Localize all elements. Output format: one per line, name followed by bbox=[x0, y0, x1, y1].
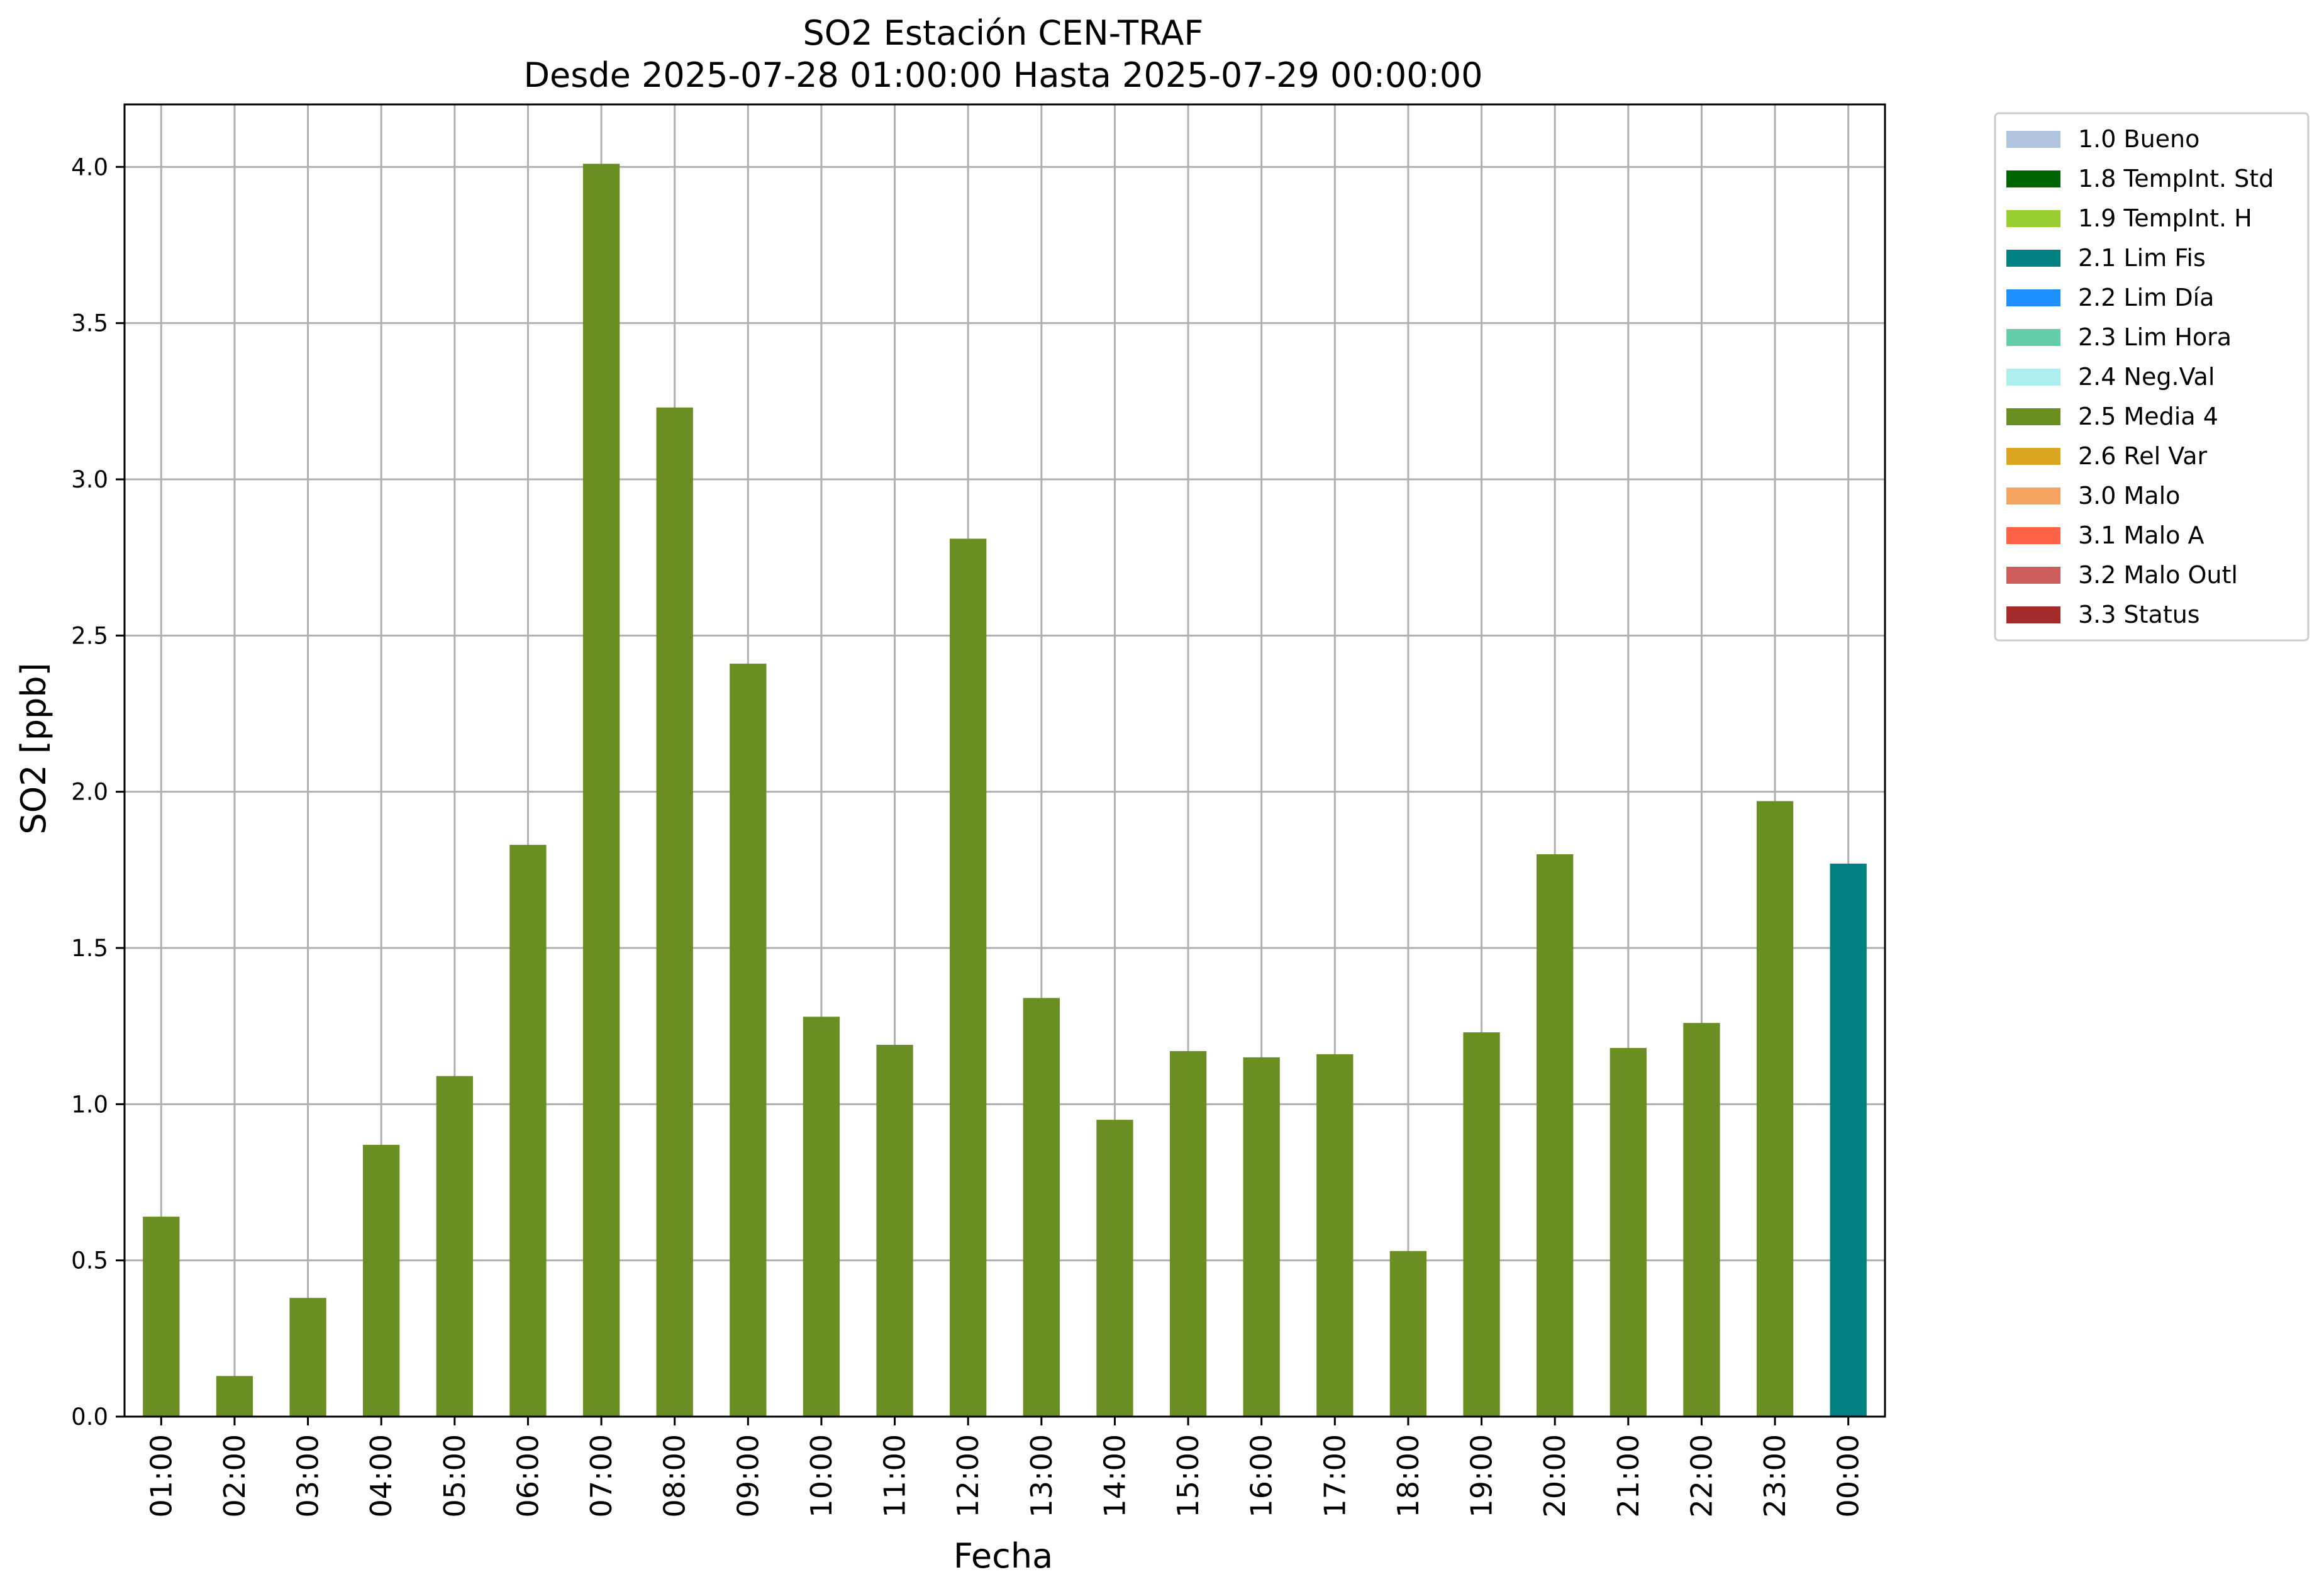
bar-1000 bbox=[803, 1017, 840, 1417]
bar-0100 bbox=[143, 1217, 180, 1417]
legend-entry-label: 3.2 Malo Outl bbox=[2078, 561, 2238, 589]
x-tick-label: 14:00 bbox=[1098, 1434, 1131, 1518]
bar-0600 bbox=[509, 845, 547, 1417]
legend-entry-label: 1.8 TempInt. Std bbox=[2078, 165, 2274, 192]
plot-frame bbox=[123, 103, 1886, 1418]
x-tick-label: 20:00 bbox=[1538, 1434, 1572, 1518]
legend-swatch bbox=[2006, 408, 2060, 425]
y-tick-label: 2.5 bbox=[71, 622, 108, 649]
legend-entry-label: 1.9 TempInt. H bbox=[2078, 204, 2252, 232]
x-tick-label: 03:00 bbox=[291, 1434, 325, 1518]
legend-entry-label: 1.0 Bueno bbox=[2078, 125, 2199, 153]
bar-2300 bbox=[1756, 801, 1794, 1417]
y-tick-label: 0.5 bbox=[71, 1247, 108, 1274]
x-tick-label: 00:00 bbox=[1832, 1434, 1865, 1518]
bars bbox=[143, 164, 1867, 1417]
y-tick-label: 2.0 bbox=[71, 779, 108, 806]
y-tick-label: 1.0 bbox=[71, 1091, 108, 1118]
legend-entry-label: 2.4 Neg.Val bbox=[2078, 363, 2215, 391]
chart-subtitle: Desde 2025-07-28 01:00:00 Hasta 2025-07-… bbox=[523, 55, 1482, 95]
chart-title: SO2 Estación CEN-TRAF bbox=[803, 13, 1203, 53]
y-tick-label: 3.5 bbox=[71, 310, 108, 337]
bar-1700 bbox=[1316, 1054, 1354, 1417]
legend-entry-label: 3.1 Malo A bbox=[2078, 521, 2204, 549]
bar-1800 bbox=[1389, 1251, 1427, 1417]
legend-swatch bbox=[2006, 448, 2060, 465]
y-tick-label: 0.0 bbox=[71, 1403, 108, 1430]
bar-0200 bbox=[216, 1376, 253, 1417]
bar-0000 bbox=[1830, 863, 1867, 1417]
legend-swatch bbox=[2006, 369, 2060, 386]
x-tick-label: 11:00 bbox=[878, 1434, 912, 1518]
x-tick-label: 07:00 bbox=[584, 1434, 618, 1518]
bar-0900 bbox=[730, 664, 767, 1417]
bar-1400 bbox=[1096, 1120, 1133, 1417]
legend-frame bbox=[1994, 112, 2310, 642]
bar-1100 bbox=[876, 1044, 913, 1417]
legend-entry-label: 2.5 Media 4 bbox=[2078, 403, 2218, 430]
y-tick-label: 3.0 bbox=[71, 466, 108, 493]
x-tick-label: 09:00 bbox=[731, 1434, 765, 1518]
legend-swatch bbox=[2006, 329, 2060, 346]
legend-entry-label: 2.3 Lim Hora bbox=[2078, 323, 2232, 351]
x-tick-label: 02:00 bbox=[218, 1434, 252, 1518]
legend-swatch bbox=[2006, 250, 2060, 267]
legend: 1.0 Bueno 1.8 TempInt. Std 1.9 TempInt. H 2… bbox=[1994, 112, 2310, 642]
bar-1500 bbox=[1169, 1051, 1207, 1417]
legend-entry-label: 2.1 Lim Fis bbox=[2078, 244, 2206, 272]
x-tick-label: 19:00 bbox=[1465, 1434, 1499, 1518]
x-tick-label: 04:00 bbox=[364, 1434, 398, 1518]
y-axis-label: SO2 [ppb] bbox=[14, 662, 53, 834]
bar-0500 bbox=[436, 1076, 473, 1417]
y-axis-ticks: 0.0 0.5 1.0 1.5 2.0 2.5 3.0 3.5 4.0 bbox=[71, 153, 125, 1430]
bar-1200 bbox=[950, 538, 987, 1417]
legend-swatch bbox=[2006, 289, 2060, 306]
legend-entry-label: 2.2 Lim Día bbox=[2078, 284, 2214, 311]
x-tick-label: 08:00 bbox=[658, 1434, 692, 1518]
x-tick-label: 12:00 bbox=[951, 1434, 985, 1518]
x-axis-label: Fecha bbox=[954, 1536, 1053, 1576]
x-tick-label: 22:00 bbox=[1684, 1434, 1718, 1518]
legend-entry-label: 3.3 Status bbox=[2078, 601, 2200, 628]
x-tick-label: 06:00 bbox=[511, 1434, 545, 1518]
bar-1600 bbox=[1243, 1057, 1280, 1417]
legend-swatch bbox=[2006, 131, 2060, 148]
bar-2200 bbox=[1683, 1023, 1720, 1417]
legend-entry-label: 2.6 Rel Var bbox=[2078, 442, 2208, 470]
bar-1900 bbox=[1463, 1032, 1500, 1417]
bar-2000 bbox=[1537, 854, 1574, 1417]
legend-swatch bbox=[2006, 210, 2060, 227]
x-tick-label: 05:00 bbox=[438, 1434, 472, 1518]
legend-entry-label: 3.0 Malo bbox=[2078, 482, 2180, 510]
bar-2100 bbox=[1610, 1047, 1647, 1417]
bar-1300 bbox=[1023, 998, 1060, 1417]
y-tick-label: 4.0 bbox=[71, 153, 108, 181]
x-tick-label: 01:00 bbox=[144, 1434, 178, 1518]
bar-0400 bbox=[363, 1144, 400, 1417]
x-tick-label: 16:00 bbox=[1245, 1434, 1279, 1518]
bar-0700 bbox=[582, 164, 620, 1417]
x-axis-ticks: 01:00 02:00 03:00 04:00 05:00 06:00 07:00 08:00… bbox=[144, 1417, 1865, 1518]
legend-swatch bbox=[2006, 606, 2060, 623]
axes bbox=[123, 103, 1886, 1418]
x-tick-label: 23:00 bbox=[1758, 1434, 1792, 1518]
x-tick-label: 17:00 bbox=[1318, 1434, 1352, 1518]
bar-0300 bbox=[289, 1298, 326, 1417]
y-tick-label: 1.5 bbox=[71, 935, 108, 962]
x-tick-label: 15:00 bbox=[1171, 1434, 1205, 1518]
legend-swatch bbox=[2006, 527, 2060, 544]
legend-swatch bbox=[2006, 488, 2060, 504]
bar-0800 bbox=[656, 407, 693, 1417]
x-tick-label: 10:00 bbox=[804, 1434, 838, 1518]
legend-swatch bbox=[2006, 170, 2060, 187]
legend-swatch bbox=[2006, 567, 2060, 584]
x-tick-label: 21:00 bbox=[1611, 1434, 1645, 1518]
x-tick-label: 18:00 bbox=[1391, 1434, 1425, 1518]
x-tick-label: 13:00 bbox=[1025, 1434, 1059, 1518]
